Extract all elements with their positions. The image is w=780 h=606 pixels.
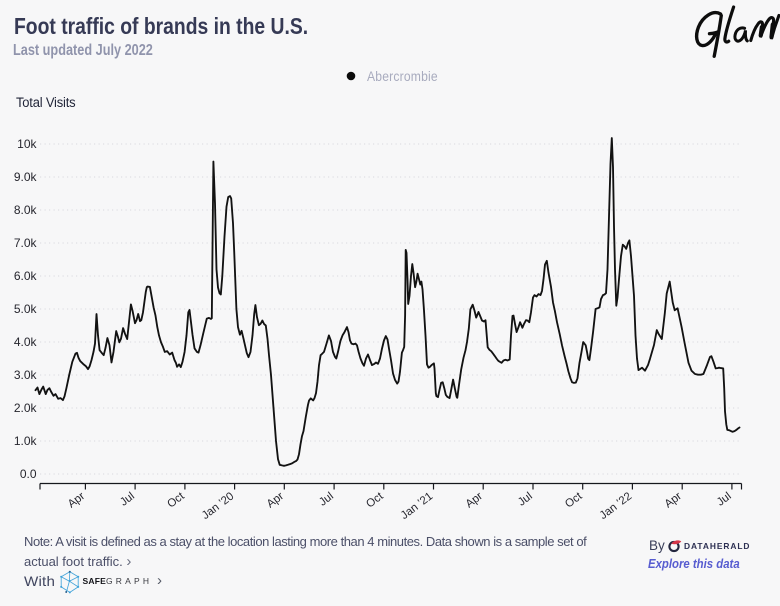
svg-text:6.0k: 6.0k bbox=[14, 269, 38, 283]
svg-text:Jan ’20: Jan ’20 bbox=[200, 490, 237, 522]
svg-text:8.0k: 8.0k bbox=[14, 203, 38, 217]
svg-text:4.0k: 4.0k bbox=[14, 335, 38, 349]
svg-text:Apr: Apr bbox=[265, 490, 287, 510]
svg-text:Oct: Oct bbox=[364, 490, 386, 511]
svg-text:Jul: Jul bbox=[317, 490, 336, 508]
svg-text:7.0k: 7.0k bbox=[14, 236, 38, 250]
svg-text:Jul: Jul bbox=[118, 490, 137, 508]
svg-text:2.0k: 2.0k bbox=[14, 401, 38, 415]
svg-text:3.0k: 3.0k bbox=[14, 368, 38, 382]
svg-text:Apr: Apr bbox=[66, 490, 88, 510]
svg-text:Jan ’21: Jan ’21 bbox=[399, 490, 436, 522]
svg-text:Apr: Apr bbox=[663, 490, 685, 510]
svg-text:Apr: Apr bbox=[464, 490, 486, 510]
svg-text:5.0k: 5.0k bbox=[14, 302, 38, 316]
svg-text:9.0k: 9.0k bbox=[14, 170, 38, 184]
svg-text:Jul: Jul bbox=[516, 490, 535, 508]
svg-text:Jul: Jul bbox=[715, 490, 734, 508]
svg-text:Jan ’22: Jan ’22 bbox=[598, 490, 635, 522]
svg-text:1.0k: 1.0k bbox=[14, 434, 38, 448]
svg-text:Oct: Oct bbox=[165, 490, 187, 511]
svg-text:10k: 10k bbox=[17, 137, 37, 151]
svg-text:0.0: 0.0 bbox=[20, 467, 37, 481]
svg-text:Oct: Oct bbox=[563, 490, 585, 511]
